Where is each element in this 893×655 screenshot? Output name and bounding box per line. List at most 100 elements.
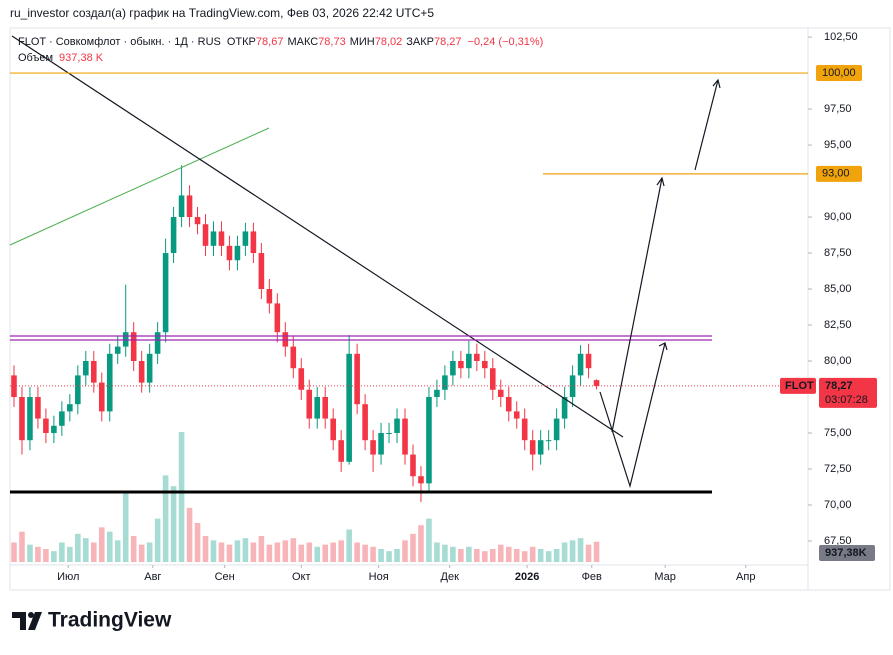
candle-body — [202, 224, 209, 246]
legend: FLOT · Совкомфлот · обыкн. · 1Д · RUS ОТК… — [18, 36, 543, 48]
volume-bar — [202, 536, 209, 562]
volume-bar — [290, 538, 297, 562]
volume-bar — [154, 518, 161, 562]
volume-bar — [569, 540, 576, 562]
candle-body — [497, 389, 504, 397]
volume-bar — [545, 551, 552, 562]
volume-bar — [577, 538, 584, 562]
volume-bar — [466, 546, 472, 562]
ohlc-label: МИН — [350, 36, 375, 48]
candle-body — [43, 418, 49, 433]
volume-bar — [162, 475, 169, 562]
y-tick-label: 80,00 — [824, 355, 852, 367]
candle-body — [27, 396, 33, 441]
candle-body — [394, 418, 400, 433]
volume-bar — [346, 529, 352, 562]
volume-bar — [11, 542, 17, 562]
volume-bar — [386, 551, 392, 562]
volume-bar — [258, 536, 265, 562]
candle-body — [585, 353, 592, 369]
candle-body — [553, 418, 560, 441]
x-tick-label: Мар — [654, 571, 676, 583]
candle-body — [338, 440, 344, 462]
time-scale-frame — [9, 564, 809, 591]
candle-body — [67, 404, 73, 412]
volume-bar — [593, 541, 600, 562]
candle-body — [170, 217, 177, 254]
volume-bar — [51, 551, 57, 562]
candle-body — [521, 418, 528, 441]
arrow-path — [694, 79, 719, 171]
volume-bar — [170, 486, 177, 562]
ohlc-label: ЗАКР — [406, 36, 434, 48]
volume-bar — [83, 538, 89, 562]
x-tick-label: Июл — [57, 571, 79, 583]
x-tick-label: Окт — [292, 571, 311, 583]
plot — [11, 165, 600, 562]
y-tick-label: 85,00 — [824, 283, 852, 295]
candle-body — [378, 432, 384, 455]
y-tick-label: 82,50 — [824, 319, 852, 331]
candle-body — [370, 440, 376, 455]
volume-bar — [474, 549, 480, 562]
candle-body — [354, 353, 360, 405]
candle-body — [274, 303, 281, 333]
volume-bar — [458, 549, 464, 562]
level-label: 93,00 — [822, 168, 850, 180]
volume-bar — [529, 546, 536, 562]
candle-body — [569, 375, 576, 397]
candle-body — [250, 231, 257, 254]
volume-bar — [585, 544, 592, 562]
candle-body — [194, 217, 201, 225]
volume-bar — [27, 544, 33, 562]
volume-bar — [322, 544, 329, 562]
candle-body — [218, 231, 225, 246]
volume-bar — [43, 549, 49, 562]
volume-bar — [266, 544, 273, 562]
candle-body — [410, 454, 416, 477]
volume-bar — [450, 546, 456, 562]
candle-body — [314, 396, 321, 419]
countdown: 03:07:28 — [825, 394, 868, 406]
volume-bar — [505, 546, 512, 562]
y-tick-label: 72,50 — [824, 463, 852, 475]
volume-bar — [314, 546, 321, 562]
volume-bar — [234, 540, 241, 562]
candle-body — [489, 368, 496, 390]
candle-body — [154, 332, 161, 354]
x-tick-label: Апр — [736, 571, 755, 583]
volume-bar — [19, 531, 25, 562]
logo: TradingView — [12, 609, 172, 632]
candle-body — [59, 411, 65, 426]
candle-body — [130, 332, 137, 361]
arrow-head — [656, 176, 665, 187]
ohlc-value: 78,73 — [318, 36, 346, 48]
candle-body — [474, 353, 480, 361]
volume-bar — [114, 540, 121, 562]
ohlc-value: 78,02 — [375, 36, 403, 48]
logo-mark — [28, 612, 34, 618]
ohlc-label: ОТКР — [227, 36, 256, 48]
candle-body — [146, 353, 153, 383]
arrow-path — [611, 177, 663, 433]
candle-body — [186, 195, 193, 218]
volume-bar — [442, 544, 448, 562]
volume-bar — [75, 533, 81, 562]
arrow-path — [599, 342, 666, 489]
level-label-box — [816, 165, 862, 182]
volume-bar — [497, 544, 504, 562]
volume-bar — [521, 551, 528, 562]
volume-bar — [426, 518, 432, 562]
y-tick-label: 97,50 — [824, 103, 852, 115]
arrow-head — [712, 78, 721, 89]
level-label: 100,00 — [822, 67, 856, 79]
volume-legend: Объем 937,38 K — [18, 52, 104, 64]
volume-bar — [194, 523, 201, 562]
volume-bar — [122, 492, 129, 562]
volume-bar — [250, 542, 257, 562]
volume-bar — [226, 544, 233, 562]
volume-bar — [186, 507, 193, 562]
candle-body — [234, 245, 241, 261]
candle-body — [19, 396, 25, 441]
candle-body — [402, 418, 408, 455]
